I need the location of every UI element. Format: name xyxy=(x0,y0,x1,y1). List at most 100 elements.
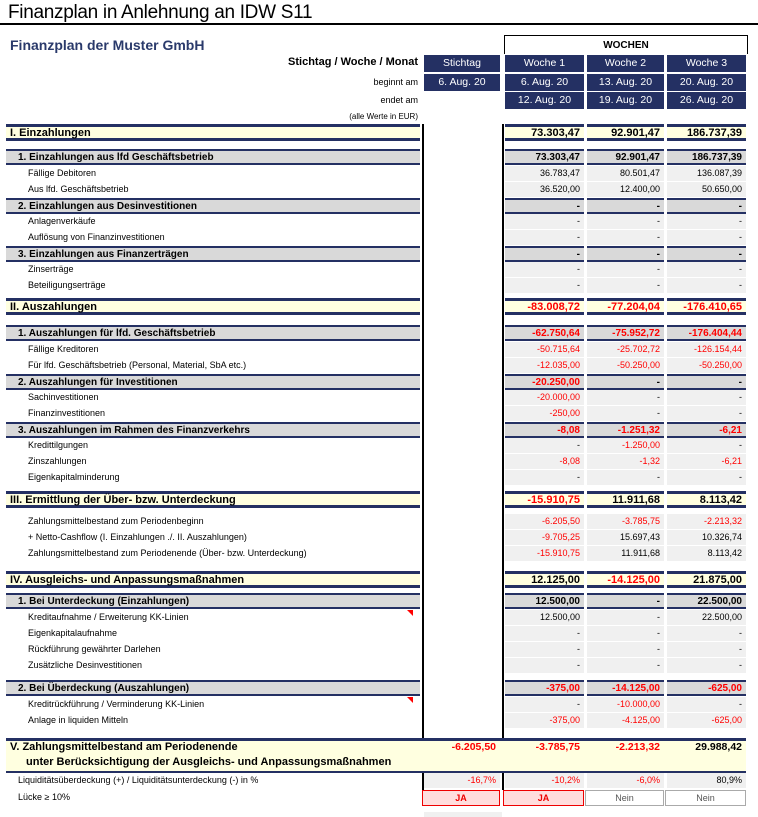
value-cell[interactable]: -15.910,75 xyxy=(505,546,584,561)
value-cell[interactable]: 12.500,00 xyxy=(505,610,584,625)
value-cell[interactable]: -50.250,00 xyxy=(587,358,664,373)
value-cell[interactable]: - xyxy=(667,374,746,390)
liquidity-value[interactable]: 80,9% xyxy=(667,773,746,788)
gap-flag-cell[interactable]: JA xyxy=(422,790,500,806)
value-cell[interactable]: -625,00 xyxy=(667,680,746,696)
value-cell[interactable]: -75.952,72 xyxy=(587,325,664,341)
value-cell[interactable]: - xyxy=(587,230,664,245)
value-cell[interactable]: 12.500,00 xyxy=(505,593,584,609)
value-cell[interactable]: -176.404,44 xyxy=(667,325,746,341)
value-cell[interactable]: -8,08 xyxy=(505,454,584,469)
value-cell[interactable]: -62.750,64 xyxy=(505,325,584,341)
value-cell[interactable]: - xyxy=(587,610,664,625)
value-cell[interactable]: 21.875,00 xyxy=(667,571,746,588)
value-cell[interactable]: - xyxy=(587,658,664,673)
value-cell[interactable]: - xyxy=(505,626,584,641)
value-cell[interactable]: - xyxy=(587,374,664,390)
comment-indicator-icon[interactable] xyxy=(407,697,413,703)
value-cell[interactable]: - xyxy=(505,697,584,712)
value-cell[interactable]: - xyxy=(667,438,746,453)
value-cell[interactable]: -6,21 xyxy=(667,422,746,438)
value-cell[interactable]: -83.008,72 xyxy=(505,298,584,315)
value-cell[interactable]: 186.737,39 xyxy=(667,124,746,141)
value-cell[interactable]: -1.251,32 xyxy=(587,422,664,438)
value-cell[interactable]: - xyxy=(505,262,584,277)
value-cell[interactable]: - xyxy=(667,390,746,405)
value-cell[interactable]: - xyxy=(667,278,746,293)
value-cell[interactable]: - xyxy=(667,626,746,641)
value-cell[interactable]: 136.087,39 xyxy=(667,166,746,181)
value-cell[interactable]: -375,00 xyxy=(505,680,584,696)
value-cell[interactable]: - xyxy=(587,278,664,293)
value-cell[interactable]: -6.205,50 xyxy=(505,514,584,529)
value-cell[interactable]: 22.500,00 xyxy=(667,610,746,625)
value-cell[interactable]: -25.702,72 xyxy=(587,342,664,357)
final-value[interactable]: -6.205,50 xyxy=(451,741,496,753)
value-cell[interactable]: -250,00 xyxy=(505,406,584,421)
final-value[interactable]: -2.213,32 xyxy=(615,741,660,753)
value-cell[interactable]: - xyxy=(667,246,746,262)
value-cell[interactable]: - xyxy=(505,658,584,673)
value-cell[interactable]: - xyxy=(587,470,664,485)
value-cell[interactable]: - xyxy=(667,198,746,214)
value-cell[interactable]: -12.035,00 xyxy=(505,358,584,373)
value-cell[interactable]: -4.125,00 xyxy=(587,713,664,728)
value-cell[interactable]: -625,00 xyxy=(667,713,746,728)
value-cell[interactable]: 36.520,00 xyxy=(505,182,584,197)
value-cell[interactable]: 8.113,42 xyxy=(667,546,746,561)
value-cell[interactable]: -6,21 xyxy=(667,454,746,469)
value-cell[interactable]: 11.911,68 xyxy=(587,546,664,561)
value-cell[interactable]: - xyxy=(505,278,584,293)
value-cell[interactable]: - xyxy=(505,214,584,229)
value-cell[interactable]: - xyxy=(667,406,746,421)
value-cell[interactable]: - xyxy=(505,198,584,214)
value-cell[interactable]: -20.000,00 xyxy=(505,390,584,405)
value-cell[interactable]: -3.785,75 xyxy=(587,514,664,529)
value-cell[interactable]: 73.303,47 xyxy=(505,149,584,165)
value-cell[interactable]: 10.326,74 xyxy=(667,530,746,545)
liquidity-value[interactable]: -16,7% xyxy=(424,773,500,788)
value-cell[interactable]: - xyxy=(587,642,664,657)
value-cell[interactable]: -1,32 xyxy=(587,454,664,469)
value-cell[interactable]: 186.737,39 xyxy=(667,149,746,165)
value-cell[interactable]: -126.154,44 xyxy=(667,342,746,357)
value-cell[interactable]: 50.650,00 xyxy=(667,182,746,197)
value-cell[interactable]: -375,00 xyxy=(505,713,584,728)
value-cell[interactable]: - xyxy=(667,658,746,673)
value-cell[interactable]: -2.213,32 xyxy=(667,514,746,529)
value-cell[interactable]: 22.500,00 xyxy=(667,593,746,609)
comment-indicator-icon[interactable] xyxy=(407,610,413,616)
value-cell[interactable]: - xyxy=(587,593,664,609)
value-cell[interactable]: -50.250,00 xyxy=(667,358,746,373)
value-cell[interactable]: - xyxy=(587,262,664,277)
value-cell[interactable]: -14.125,00 xyxy=(587,571,664,588)
value-cell[interactable]: - xyxy=(667,697,746,712)
value-cell[interactable]: - xyxy=(587,198,664,214)
value-cell[interactable]: 15.697,43 xyxy=(587,530,664,545)
value-cell[interactable]: 36.783,47 xyxy=(505,166,584,181)
value-cell[interactable]: - xyxy=(667,470,746,485)
value-cell[interactable]: - xyxy=(667,262,746,277)
value-cell[interactable]: - xyxy=(505,230,584,245)
value-cell[interactable]: - xyxy=(667,230,746,245)
value-cell[interactable]: -77.204,04 xyxy=(587,298,664,315)
value-cell[interactable]: -50.715,64 xyxy=(505,342,584,357)
value-cell[interactable]: - xyxy=(587,214,664,229)
value-cell[interactable]: - xyxy=(587,626,664,641)
value-cell[interactable]: -20.250,00 xyxy=(505,374,584,390)
value-cell[interactable]: -1.250,00 xyxy=(587,438,664,453)
value-cell[interactable]: - xyxy=(587,406,664,421)
value-cell[interactable]: 11.911,68 xyxy=(587,491,664,508)
value-cell[interactable]: -8,08 xyxy=(505,422,584,438)
value-cell[interactable]: - xyxy=(587,246,664,262)
value-cell[interactable]: 12.125,00 xyxy=(505,571,584,588)
final-value[interactable]: -3.785,75 xyxy=(535,741,580,753)
value-cell[interactable]: 92.901,47 xyxy=(587,149,664,165)
final-value[interactable]: 29.988,42 xyxy=(695,741,742,753)
value-cell[interactable]: 8.113,42 xyxy=(667,491,746,508)
value-cell[interactable]: 80.501,47 xyxy=(587,166,664,181)
value-cell[interactable]: -14.125,00 xyxy=(587,680,664,696)
value-cell[interactable]: 92.901,47 xyxy=(587,124,664,141)
value-cell[interactable]: - xyxy=(587,390,664,405)
value-cell[interactable]: -10.000,00 xyxy=(587,697,664,712)
